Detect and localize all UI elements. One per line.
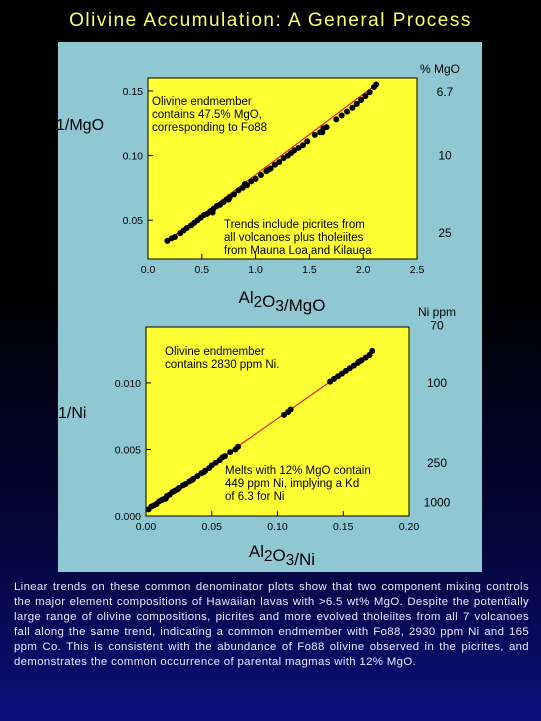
chart2-x-tick-label: 0.05 xyxy=(202,521,223,533)
chart2-x-tick-label: 0.15 xyxy=(333,521,354,533)
chart1-y-tick-label: 0.15 xyxy=(123,86,144,98)
chart1-y-axis-label: 1/MgO xyxy=(56,117,104,134)
chart1-data-point xyxy=(225,196,232,203)
chart1-y-tick-label: 0.10 xyxy=(123,151,144,163)
chart1-x-tick-label: 1.0 xyxy=(248,264,263,276)
chart2-x-tick-label: 0.20 xyxy=(399,521,420,533)
chart2-data-point xyxy=(219,454,226,461)
chart2-data-point xyxy=(174,486,181,493)
chart1-data-point xyxy=(183,224,190,231)
chart1-x-axis-label: Al2O3/MgO xyxy=(239,288,326,315)
chart2-annotation-line: of 6.3 for Ni xyxy=(225,491,284,503)
chart1-data-point xyxy=(280,155,287,162)
chart1-annotation-line: contains 47.5% MgO, xyxy=(152,109,262,121)
chart1-data-point xyxy=(271,161,278,168)
chart2-y-axis-label: 1/Ni xyxy=(58,405,86,422)
chart1-data-point xyxy=(349,104,356,111)
chart1-data-point xyxy=(358,96,365,103)
chart1-plot-area xyxy=(147,77,418,260)
chart1-data-point xyxy=(338,112,345,119)
figure-caption: Linear trends on these common denominato… xyxy=(14,581,529,668)
chart1-annotation-line: from Mauna Loa and Kilauea xyxy=(224,245,372,257)
chart1-data-point xyxy=(323,124,330,131)
chart2-x-tick-label: 0.10 xyxy=(267,521,288,533)
chart2-data-point xyxy=(162,495,169,502)
chart1-data-point xyxy=(366,89,373,96)
chart2-data-point xyxy=(369,347,376,354)
chart1-x-tick-label: 1.5 xyxy=(302,264,317,276)
chart2-y-tick-label: 0.010 xyxy=(115,378,141,390)
chart1-data-point xyxy=(241,181,248,188)
chart1-x-tick-label: 0.0 xyxy=(141,264,156,276)
chart1-data-point xyxy=(231,191,238,198)
chart1-data-point xyxy=(257,171,264,178)
chart2-y-tick-label: 0.005 xyxy=(115,444,141,456)
chart1-data-point xyxy=(311,131,318,138)
chart1-data-point xyxy=(265,166,272,173)
chart1-x-tick-label: 2.5 xyxy=(410,264,425,276)
chart1-annotation-line: all volcanoes plus tholeiites xyxy=(224,232,364,244)
chart1-x-tick-label: 0.5 xyxy=(194,264,209,276)
chart1-data-point xyxy=(304,138,311,145)
page-title: Olivine Accumulation: A General Process xyxy=(69,10,472,31)
chart1-data-point xyxy=(276,159,283,166)
chart1-data-point xyxy=(171,234,178,241)
chart1-data-point xyxy=(209,209,216,216)
chart2-x-tick-label: 0.00 xyxy=(136,521,157,533)
chart1-right-tick-label: 10 xyxy=(438,149,452,163)
chart1-data-point xyxy=(164,237,171,244)
chart1-right-tick-label: 6.7 xyxy=(437,85,454,99)
chart2-annotation-line: Melts with 12% MgO contain xyxy=(225,465,371,477)
chart2-right-tick-label: 250 xyxy=(427,456,447,470)
chart2-right-tick-label: 1000 xyxy=(424,496,451,510)
chart1-x-tick-label: 2.0 xyxy=(356,264,371,276)
chart2-data-point xyxy=(356,358,363,365)
chart1-data-point xyxy=(291,147,298,154)
chart1-annotation-line: corresponding to Fo88 xyxy=(152,122,267,134)
chart1-data-point xyxy=(353,100,360,107)
chart1-data-point xyxy=(299,142,306,149)
chart2-data-point xyxy=(227,449,234,456)
chart2-right-tick-label: 100 xyxy=(427,376,447,390)
chart2-annotation-line: contains 2830 ppm Ni. xyxy=(165,359,279,371)
chart1-data-point xyxy=(362,93,369,100)
chart1-data-point xyxy=(319,129,326,136)
chart1-data-point xyxy=(235,187,242,194)
chart2-y-tick-label: 0.000 xyxy=(115,511,141,523)
chart1-y-tick-label: 0.05 xyxy=(123,215,144,227)
chart1-data-point xyxy=(295,144,302,151)
chart1-data-point xyxy=(333,116,340,123)
chart2-right-tick-label: 70 xyxy=(430,319,444,333)
chart2-x-axis-label: Al2O3/Ni xyxy=(249,542,315,569)
chart1-data-point xyxy=(373,81,380,88)
chart1-data-point xyxy=(344,108,351,115)
chart2-data-point xyxy=(287,406,294,413)
chart2-right-axis-title: Ni ppm xyxy=(418,305,456,319)
chart1-right-axis-title: % MgO xyxy=(420,62,460,76)
chart2-data-point xyxy=(189,477,196,484)
chart1-right-tick-label: 25 xyxy=(438,226,452,240)
chart1-data-point xyxy=(252,175,259,182)
chart2-annotation-line: 449 ppm Ni, implying a Kd xyxy=(225,478,359,490)
chart2-annotation-line: Olivine endmember xyxy=(165,346,265,358)
chart1-data-point xyxy=(248,178,255,185)
chart1-annotation-line: Olivine endmember xyxy=(152,96,252,108)
chart2-data-point xyxy=(235,443,242,450)
chart2-data-point xyxy=(200,469,207,476)
chart1-annotation-line: Trends include picrites from xyxy=(224,219,365,231)
